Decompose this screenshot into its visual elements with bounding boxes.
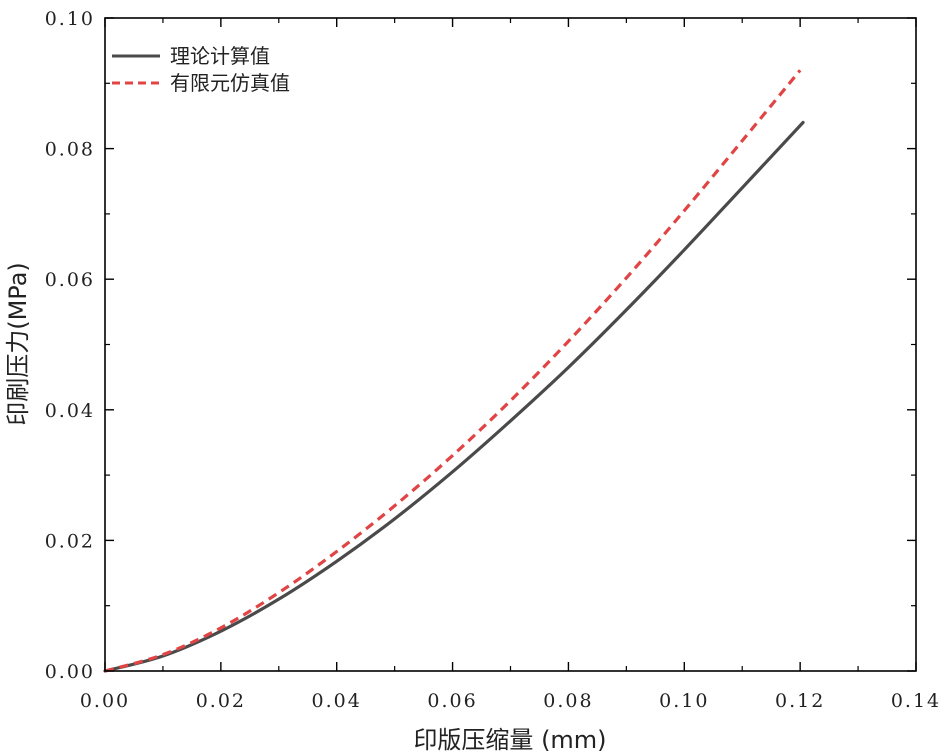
series-line-theory xyxy=(103,120,805,673)
x-tick-label: 0.02 xyxy=(196,690,246,712)
plot-frame xyxy=(104,17,917,672)
x-tick-label: 0.08 xyxy=(543,690,593,712)
x-tick-label: 0.14 xyxy=(891,690,941,712)
series-line-fem xyxy=(104,69,802,673)
y-tick-label: 0.02 xyxy=(45,530,95,552)
y-tick-label: 0.06 xyxy=(45,269,95,291)
x-tick-label: 0.00 xyxy=(80,690,130,712)
x-axis-title: 印版压缩量 (mm) xyxy=(413,726,606,754)
legend: 理论计算值 有限元仿真值 xyxy=(112,44,290,95)
x-tick-label: 0.12 xyxy=(775,690,825,712)
y-tick-label: 0.10 xyxy=(45,8,95,30)
y-tick-label: 0.00 xyxy=(45,661,95,683)
y-axis-title: 印刷压力(MPa) xyxy=(4,262,32,426)
legend-label-fem: 有限元仿真值 xyxy=(170,71,290,95)
x-tick-label: 0.06 xyxy=(427,690,477,712)
tick-labels: 0.00 0.02 0.04 0.06 0.08 0.10 0.12 0.14 0.00 0.02… xyxy=(45,8,941,712)
legend-label-theory: 理论计算值 xyxy=(170,44,270,68)
x-tick-label: 0.10 xyxy=(659,690,709,712)
y-tick-label: 0.08 xyxy=(45,139,95,161)
series-layer xyxy=(103,69,805,673)
y-tick-label: 0.04 xyxy=(45,400,95,422)
axis-ticks xyxy=(104,17,917,672)
x-tick-label: 0.04 xyxy=(312,690,362,712)
